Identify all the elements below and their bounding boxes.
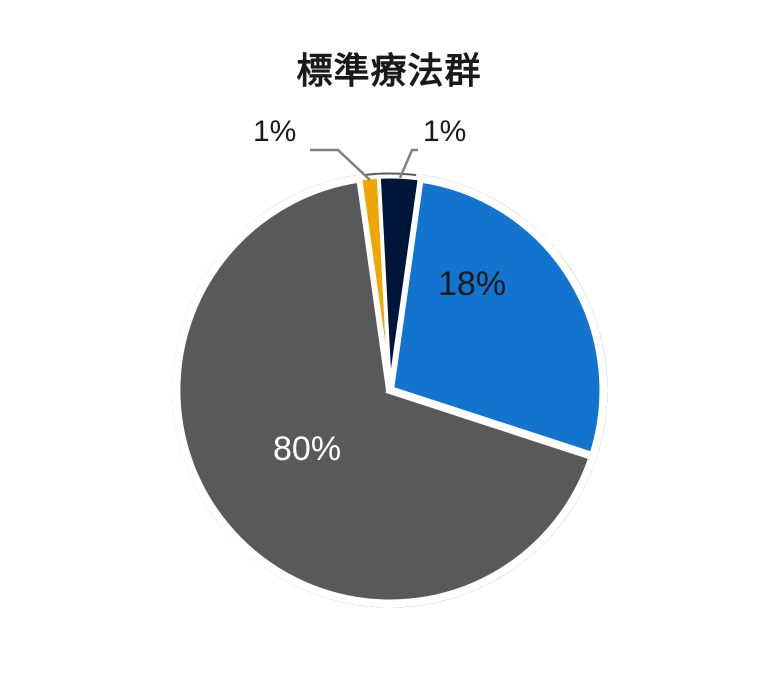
slice-label-18: 18% [438,265,506,304]
leader-line-left [310,150,370,180]
slice-label-1-left: 1% [253,115,296,149]
pie-chart-container: 標準療法群 18% 80% 1% 1% [0,0,778,676]
slice-label-80: 80% [273,430,341,469]
leader-line-right [400,150,418,178]
slice-label-1-right: 1% [423,115,466,149]
leader-lines-svg [0,0,778,676]
